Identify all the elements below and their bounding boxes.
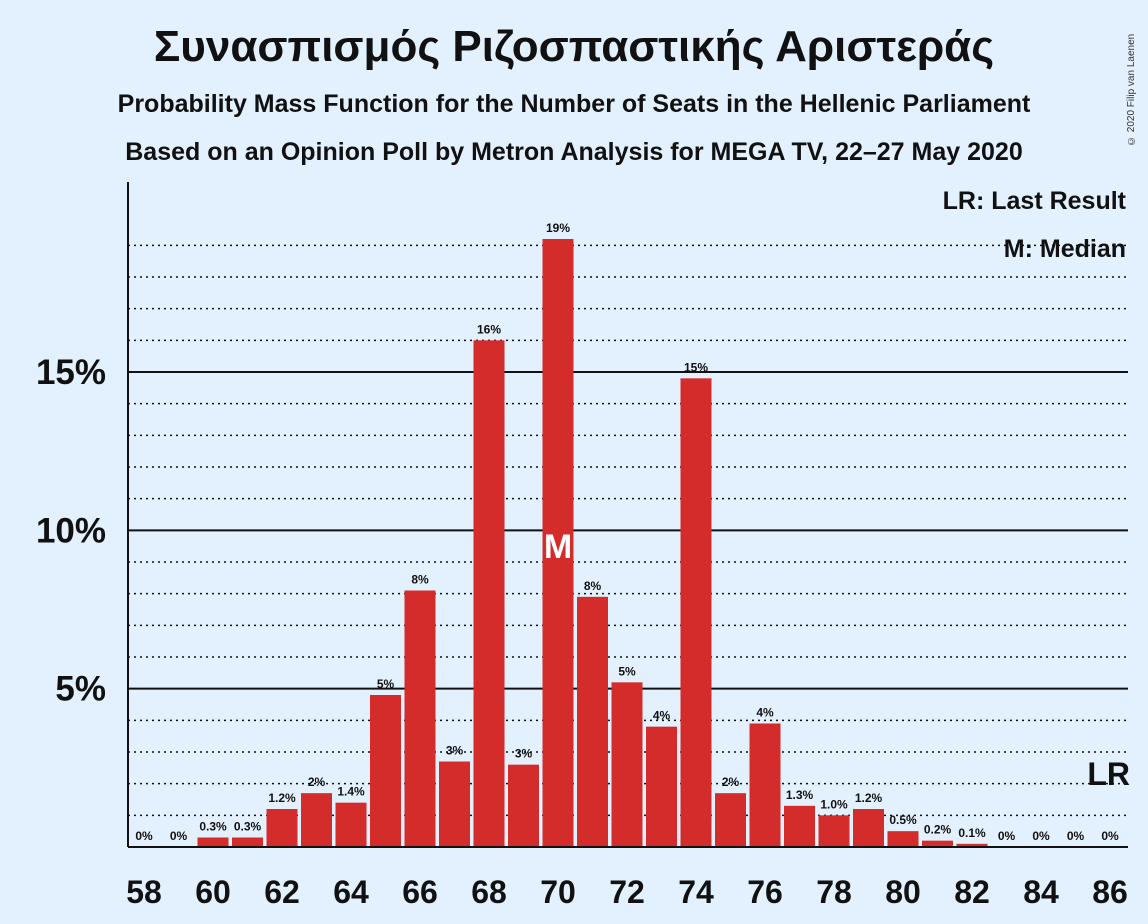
x-tick-label: 60 [195,874,231,910]
x-tick-label: 58 [126,874,162,910]
bar-seats-61 [232,837,263,847]
bar-label-seats-67: 3% [446,744,464,758]
bar-label-seats-74: 15% [684,360,708,374]
bar-seats-70 [542,239,574,847]
bar-label-seats-83: 0% [998,829,1016,843]
x-tick-label: 82 [954,874,990,910]
bar-label-seats-66: 8% [411,573,429,587]
axes [127,182,1128,848]
bar-label-seats-62: 1.2% [268,791,296,805]
bars [197,239,988,847]
bar-label-seats-72: 5% [618,664,636,678]
x-tick-label: 66 [402,874,438,910]
bar-label-seats-61: 0.3% [234,820,262,834]
bar-label-seats-59: 0% [170,829,188,843]
bar-seats-66 [404,590,436,847]
bar-seats-75 [715,793,746,847]
y-tick-label: 5% [55,670,106,709]
x-tick-label: 86 [1092,874,1128,910]
bar-seats-76 [749,723,781,847]
bar-seats-80 [887,831,919,847]
x-tick-label: 80 [885,874,921,910]
bar-label-seats-73: 4% [653,709,671,723]
bar-seats-74 [680,378,712,847]
x-tick-label: 84 [1023,874,1059,910]
bar-seats-79 [853,809,884,847]
bar-seats-63 [301,793,332,847]
x-tick-label: 76 [747,874,783,910]
bar-seats-71 [577,596,608,847]
legend-median: M: Median [1004,235,1126,263]
x-tick-label: 72 [609,874,645,910]
median-marker: M [544,528,572,566]
bar-seats-64 [335,802,367,847]
bar-label-seats-65: 5% [377,677,395,691]
bar-seats-68 [473,340,505,847]
bar-seats-73 [646,726,677,847]
bar-label-seats-58: 0% [135,829,153,843]
bar-label-seats-69: 3% [515,747,533,761]
bar-label-seats-76: 4% [756,706,774,720]
y-tick-label: 10% [36,511,106,550]
bar-label-seats-77: 1.3% [786,788,814,802]
bar-label-seats-82: 0.1% [958,826,986,840]
bar-seats-78 [818,815,850,847]
bar-seats-67 [439,761,470,847]
x-tick-label: 70 [540,874,576,910]
bar-label-seats-71: 8% [584,579,602,593]
bar-label-seats-68: 16% [477,322,501,336]
bar-label-seats-78: 1.0% [820,797,848,811]
x-tick-label: 64 [333,874,369,910]
chart-title: Συνασπισμός Ριζοσπαστικής Αριστεράς [153,22,995,71]
y-tick-label: 15% [36,353,106,392]
bar-label-seats-64: 1.4% [337,785,365,799]
bar-seats-77 [784,805,815,847]
bar-seats-82 [956,843,988,847]
bar-label-seats-85: 0% [1067,829,1085,843]
bar-label-seats-81: 0.2% [924,823,952,837]
bar-label-seats-80: 0.5% [889,813,917,827]
bar-seats-72 [611,682,643,847]
bar-label-seats-75: 2% [722,775,740,789]
x-tick-label: 78 [816,874,852,910]
bar-label-seats-86: 0% [1101,829,1119,843]
legend-last-result: LR: Last Result [943,187,1127,215]
bar-seats-60 [197,837,229,847]
chart-subtitle-2: Based on an Opinion Poll by Metron Analy… [125,138,1023,166]
x-tick-label: 74 [678,874,714,910]
x-tick-label: 68 [471,874,507,910]
bar-label-seats-79: 1.2% [855,791,883,805]
tick-labels: 5% 10% 15% 58 60 62 64 66 68 70 72 74 76 78 80 82 84 86 [36,353,1128,910]
last-result-marker: LR [1087,756,1130,792]
bar-seats-81 [922,840,953,847]
bar-seats-65 [370,695,401,847]
chart-subtitle-1: Probability Mass Function for the Number… [117,90,1031,118]
bar-label-seats-84: 0% [1032,829,1050,843]
bar-label-seats-70: 19% [546,221,570,235]
bar-labels: 0% 0% 0.3% 0.3% 1.2% 2% 1.4% 5% 8% 3% 16% 3% 19% 8% 5%… [135,221,1130,843]
bar-seats-62 [266,809,298,847]
x-tick-label: 62 [264,874,300,910]
bar-seats-69 [508,764,539,847]
bar-label-seats-63: 2% [308,775,326,789]
bar-label-seats-60: 0.3% [199,820,227,834]
